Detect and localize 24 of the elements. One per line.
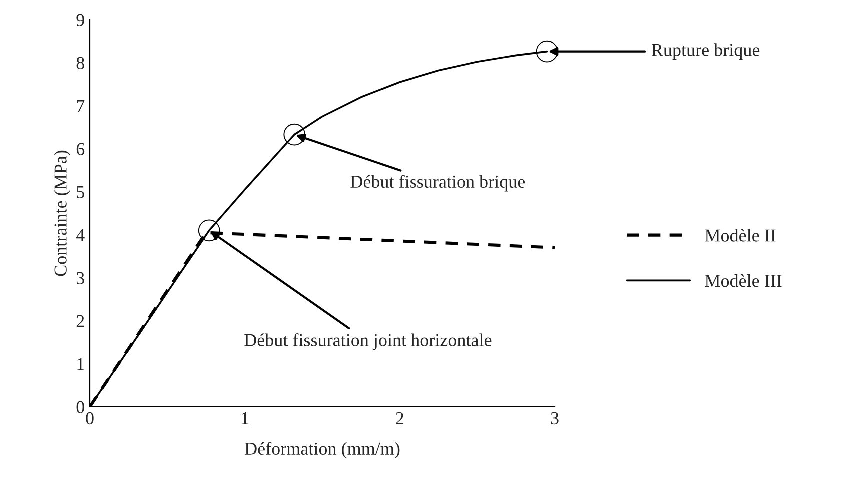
point [536, 40, 558, 63]
y-tick-label: 7 [77, 100, 85, 112]
y-tick-label: 3 [76, 272, 84, 284]
y-tick-label: 2 [76, 315, 84, 328]
x-tick-label: 3 [551, 412, 559, 425]
y-axis-title: Contrainte (MPa) [54, 150, 71, 276]
annotation: Début fissuration brique [350, 175, 526, 192]
y-tick-label: 0 [76, 401, 84, 414]
y-tick-label: 8 [76, 57, 84, 70]
annotation: Rupture brique [652, 44, 760, 60]
x-tick-label: 1 [242, 412, 248, 424]
y-tick-label: 6 [76, 143, 85, 156]
annotation: Début fissuration joint horizontale [244, 334, 492, 350]
point [284, 124, 306, 146]
point [198, 220, 220, 242]
y-tick-label: 1 [78, 358, 84, 370]
y-tick-label: 4 [76, 229, 85, 242]
legend-label: Modèle II [705, 229, 776, 242]
x-tick-label: 0 [86, 412, 94, 425]
x-tick-label: 2 [396, 412, 404, 424]
y-tick-label: 9 [76, 14, 84, 26]
x-axis-title: Déformation (mm/m) [245, 442, 400, 459]
legend-label: Modèle III [705, 274, 782, 288]
y-tick-label: 5 [77, 186, 84, 198]
